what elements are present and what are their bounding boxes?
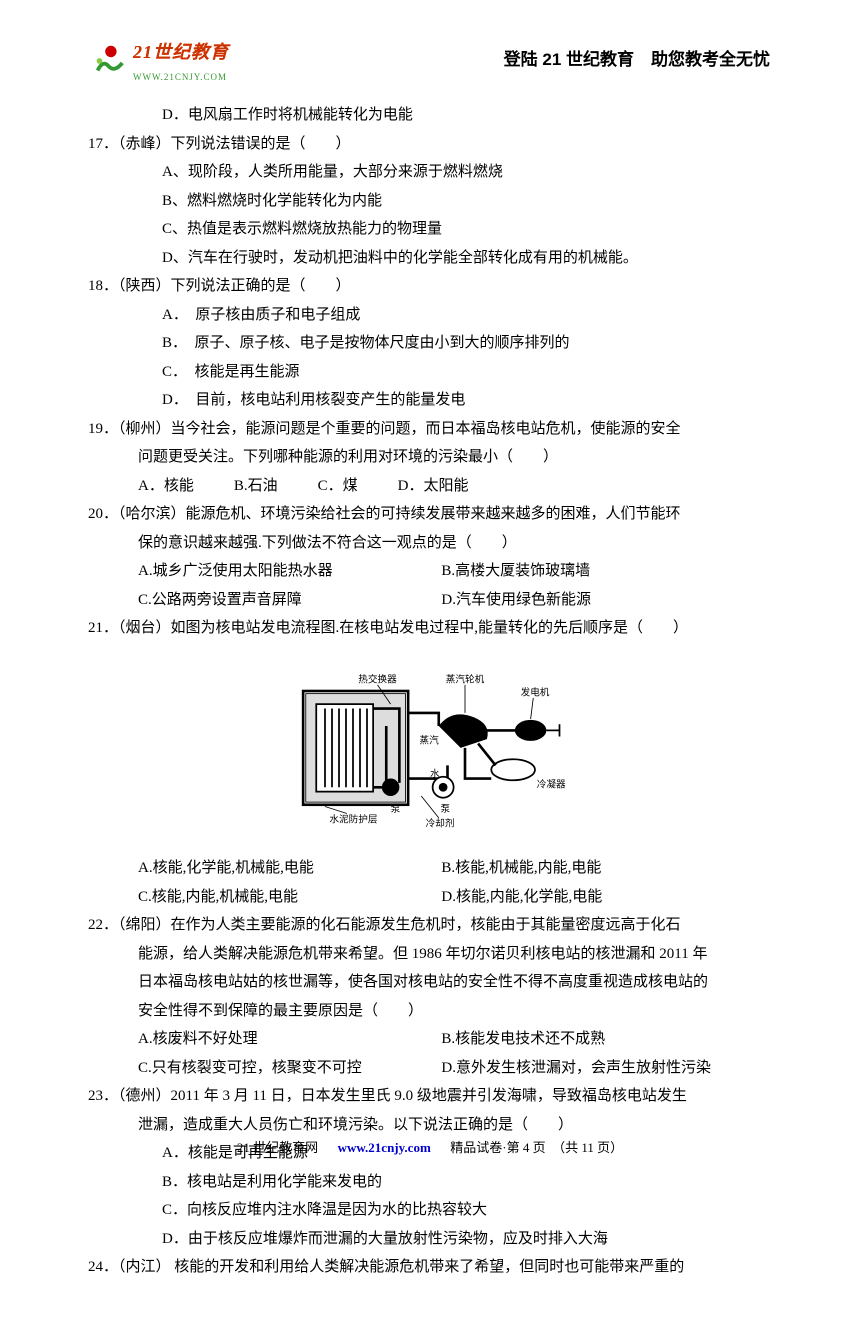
q21-row2: C.核能,内能,机械能,电能 D.核能,内能,化学能,电能 [90, 883, 770, 912]
q19-stem: 19．（柳州）当今社会，能源问题是个重要的问题，而日本福岛核电站危机，使能源的安… [90, 415, 770, 444]
q20-stem2: 保的意识越来越强.下列做法不符合这一观点的是（ ） [90, 529, 770, 558]
label-steam: 蒸汽 [420, 734, 440, 746]
q17-opt-a: A、现阶段，人类所用能量，大部分来源于燃料燃烧 [90, 158, 770, 187]
q19-opt-d: D．太阳能 [398, 472, 469, 501]
q21-row1: A.核能,化学能,机械能,电能 B.核能,机械能,内能,电能 [90, 854, 770, 883]
q22-stem2: 能源，给人类解决能源危机带来希望。但 1986 年切尔诺贝利核电站的核泄漏和 2… [90, 940, 770, 969]
site-logo: 21世纪教育 WWW.21CNJY.COM [90, 35, 229, 86]
q20-opt-c: C.公路两旁设置声音屏障 [138, 586, 441, 615]
q19-stem2: 问题更受关注。下列哪种能源的利用对环境的污染最小（ ） [90, 443, 770, 472]
q23-opt-c: C．向核反应堆内注水降温是因为水的比热容较大 [90, 1196, 770, 1225]
q18-opt-b: B． 原子、原子核、电子是按物体尺度由小到大的顺序排列的 [90, 329, 770, 358]
q21-opt-c: C.核能,内能,机械能,电能 [138, 883, 441, 912]
q18-opt-a: A． 原子核由质子和电子组成 [90, 301, 770, 330]
page-header: 21世纪教育 WWW.21CNJY.COM 登陆 21 世纪教育 助您教考全无忧 [90, 35, 770, 86]
q21-opt-b: B.核能,机械能,内能,电能 [441, 854, 744, 883]
q17-stem: 17．（赤峰）下列说法错误的是（ ） [90, 130, 770, 159]
q21-opt-a: A.核能,化学能,机械能,电能 [138, 854, 441, 883]
q20-row1: A.城乡广泛使用太阳能热水器 B.高楼大厦装饰玻璃墙 [90, 557, 770, 586]
q17-opt-b: B、燃料燃烧时化学能转化为内能 [90, 187, 770, 216]
label-pump1: 泵 [391, 804, 401, 815]
q18-stem: 18．（陕西）下列说法正确的是（ ） [90, 272, 770, 301]
q19-opt-c: C．煤 [318, 472, 358, 501]
q23-stem2: 泄漏，造成重大人员伤亡和环境污染。以下说法正确的是（ ） [90, 1111, 770, 1140]
q22-row2: C.只有核裂变可控，核聚变不可控 D.意外发生核泄漏对，会声生放射性污染 [90, 1054, 770, 1083]
q22-opt-d: D.意外发生核泄漏对，会声生放射性污染 [441, 1054, 744, 1083]
q21-opt-d: D.核能,内能,化学能,电能 [441, 883, 744, 912]
header-tagline: 登陆 21 世纪教育 助您教考全无忧 [504, 44, 770, 76]
q22-stem4: 安全性得不到保障的最主要原因是（ ） [90, 997, 770, 1026]
q18-opt-d: D． 目前，核电站利用核裂变产生的能量发电 [90, 386, 770, 415]
q23-stem: 23．（德州）2011 年 3 月 11 日，日本发生里氏 9.0 级地震并引发… [90, 1082, 770, 1111]
q20-opt-a: A.城乡广泛使用太阳能热水器 [138, 557, 441, 586]
q22-stem3: 日本福岛核电站姑的核世漏等，使各国对核电站的安全性不得不高度重视造成核电站的 [90, 968, 770, 997]
page-footer: 21 世纪教育网 www.21cnjy.com 精品试卷·第 4 页 （共 11… [0, 1136, 860, 1161]
label-shield: 水泥防护层 [329, 813, 377, 825]
q20-opt-d: D.汽车使用绿色新能源 [441, 586, 744, 615]
footer-site-label: 21 世纪教育网 [237, 1140, 318, 1155]
label-generator: 发电机 [521, 686, 550, 698]
label-heat-exchanger: 热交换器 [358, 673, 397, 685]
q22-opt-c: C.只有核裂变可控，核聚变不可控 [138, 1054, 441, 1083]
document-content: D．电风扇工作时将机械能转化为电能 17．（赤峰）下列说法错误的是（ ） A、现… [90, 101, 770, 1282]
q20-stem: 20．（哈尔滨）能源危机、环境污染给社会的可持续发展带来越来越多的困难，人们节能… [90, 500, 770, 529]
q23-opt-d: D．由于核反应堆爆炸而泄漏的大量放射性污染物，应及时排入大海 [90, 1225, 770, 1254]
q22-stem: 22．（绵阳）在作为人类主要能源的化石能源发生危机时，核能由于其能量密度远高于化… [90, 911, 770, 940]
q23-opt-b: B．核电站是利用化学能来发电的 [90, 1168, 770, 1197]
q22-row1: A.核废料不好处理 B.核能发电技术还不成熟 [90, 1025, 770, 1054]
footer-url: www.21cnjy.com [338, 1140, 431, 1155]
q18-opt-c: C． 核能是再生能源 [90, 358, 770, 387]
q17-opt-c: C、热值是表示燃料燃烧放热能力的物理量 [90, 215, 770, 244]
label-turbine: 蒸汽轮机 [446, 673, 485, 685]
label-condenser: 冷凝器 [537, 778, 566, 790]
q20-row2: C.公路两旁设置声音屏障 D.汽车使用绿色新能源 [90, 586, 770, 615]
q19-opt-b: B.石油 [234, 472, 278, 501]
q19-options: A．核能 B.石油 C．煤 D．太阳能 [90, 472, 770, 501]
q20-opt-b: B.高楼大厦装饰玻璃墙 [441, 557, 744, 586]
q22-opt-a: A.核废料不好处理 [138, 1025, 441, 1054]
logo-main-text: 21世纪教育 [133, 35, 229, 69]
q19-opt-a: A．核能 [138, 472, 194, 501]
logo-sub-text: WWW.21CNJY.COM [133, 69, 229, 86]
q17-opt-d: D、汽车在行驶时，发动机把油料中的化学能全部转化成有用的机械能。 [90, 244, 770, 273]
footer-page-info: 精品试卷·第 4 页 （共 11 页） [450, 1140, 623, 1155]
label-pump2: 泵 [441, 804, 451, 815]
nuclear-plant-diagram: 热交换器 泵 水泥防护层 蒸汽 水 泵 蒸汽轮机 发电机 [90, 651, 770, 847]
logo-icon [90, 42, 128, 80]
label-coolant: 冷却剂 [426, 817, 455, 829]
q21-stem: 21．（烟台）如图为核电站发电流程图.在核电站发电过程中,能量转化的先后顺序是（… [90, 614, 770, 643]
q16-opt-d: D．电风扇工作时将机械能转化为电能 [90, 101, 770, 130]
q24-stem: 24．（内江） 核能的开发和利用给人类解决能源危机带来了希望，但同时也可能带来严… [90, 1253, 770, 1282]
q22-opt-b: B.核能发电技术还不成熟 [441, 1025, 744, 1054]
